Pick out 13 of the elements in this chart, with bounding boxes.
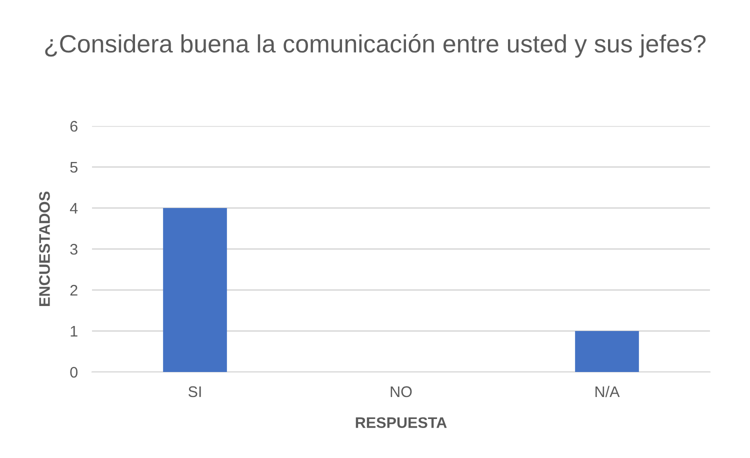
y-tick-label: 4 [70,203,78,214]
y-tick-label: 6 [70,120,78,132]
x-axis-title: RESPUESTA [356,417,447,428]
y-tick-label: 2 [70,284,78,296]
x-tick-label: N/A [596,386,620,398]
y-tick-label: 0 [70,366,78,378]
x-tick-label: SI [188,386,201,398]
y-tick-label: 1 [70,326,78,337]
x-tick-label: NO [390,386,412,398]
y-tick-label: 3 [70,244,78,255]
y-axis-title: ENCUESTADOS [39,192,50,306]
y-tick-label: 5 [70,162,78,173]
chart-title: ¿Considera buena la comunicación entre usted y sus jefes? [45,34,706,58]
